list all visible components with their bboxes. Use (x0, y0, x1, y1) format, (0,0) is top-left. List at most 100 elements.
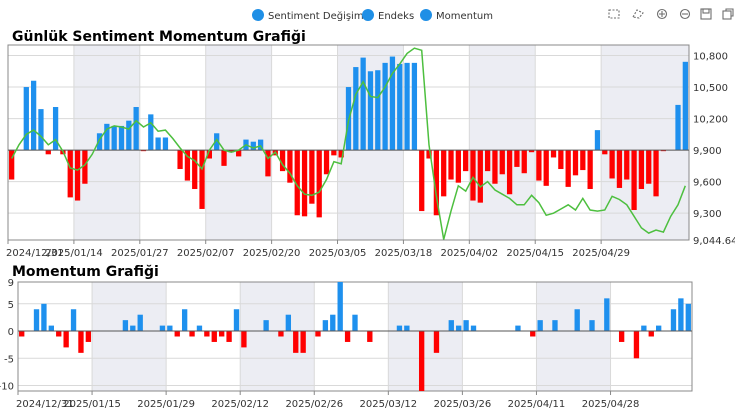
select-lasso-icon[interactable] (632, 9, 644, 19)
bar (648, 331, 654, 337)
bar (367, 331, 373, 342)
bar (82, 150, 88, 184)
bar (537, 320, 543, 332)
bar (316, 150, 322, 218)
legend: Sentiment Değişimi Endeks Momentum (252, 9, 493, 22)
bar (404, 325, 410, 332)
bar (159, 325, 166, 332)
y-tick-label: 9,900 (693, 146, 722, 157)
bar (148, 114, 154, 151)
x-tick-label: 2024/12/31 (6, 248, 64, 259)
y-tick-label: 9,044.64 (693, 236, 735, 247)
bar (140, 150, 147, 152)
bar (96, 133, 103, 151)
bar (492, 150, 498, 184)
bar (226, 331, 232, 342)
bar (63, 331, 69, 348)
legend-marker (362, 9, 374, 21)
save-icon[interactable] (700, 8, 712, 20)
bar (189, 331, 195, 337)
bar (118, 125, 125, 151)
bar (552, 320, 558, 332)
x-tick-label: 2025/02/20 (243, 248, 301, 259)
bar (602, 150, 608, 155)
bar (638, 150, 645, 189)
x-tick-label: 2025/01/15 (63, 399, 121, 409)
x-tick-label: 2025/01/29 (137, 399, 195, 409)
bar (104, 123, 110, 151)
bar (323, 150, 330, 175)
y-tick-label: 5 (8, 300, 14, 311)
reset-icon[interactable] (722, 8, 734, 20)
bar (616, 150, 623, 188)
y-tick-label: 9 (8, 278, 14, 289)
bar (204, 331, 210, 337)
bar (278, 331, 284, 337)
bar (367, 71, 374, 151)
bar (111, 125, 117, 151)
zoom-in-icon[interactable] (656, 8, 668, 20)
x-tick-label: 2025/02/07 (177, 248, 235, 259)
bar (184, 150, 191, 181)
x-tick-label: 2025/03/18 (375, 248, 433, 259)
zoom-out-icon[interactable] (679, 8, 691, 20)
background-band (388, 282, 463, 391)
bar (565, 150, 571, 187)
bar (301, 150, 308, 217)
x-tick-label: 2025/04/29 (572, 248, 630, 259)
bar (74, 150, 81, 201)
bar (38, 109, 44, 151)
bar (536, 150, 542, 181)
bar (594, 130, 601, 151)
bar (162, 137, 169, 151)
select-rect-icon[interactable] (608, 9, 620, 19)
bar (265, 150, 271, 177)
bar (19, 331, 25, 337)
bar (174, 331, 180, 337)
bar (219, 331, 225, 337)
bar (41, 303, 47, 332)
bar (418, 331, 425, 391)
bar (309, 150, 315, 204)
bar (506, 150, 513, 195)
bar (133, 107, 139, 151)
bar (433, 150, 440, 216)
bar (285, 314, 292, 332)
bar (397, 63, 403, 151)
x-tick-label: 2025/04/28 (582, 399, 640, 409)
bar (9, 150, 15, 180)
y-tick-label: 10,200 (693, 115, 728, 126)
bar (322, 320, 329, 332)
bar (631, 150, 637, 211)
bar (192, 150, 198, 189)
bar (33, 309, 40, 332)
bar (589, 320, 595, 332)
legend-marker (252, 9, 264, 21)
bar (463, 150, 469, 172)
bar (85, 331, 92, 342)
y-tick-label: 10,500 (693, 83, 728, 94)
bar (199, 150, 205, 209)
bar (609, 150, 615, 179)
bar (499, 150, 505, 175)
x-tick-label: 2025/01/27 (111, 248, 169, 259)
momentum-chart-title: Momentum Grafiği (12, 264, 159, 280)
x-tick-label: 2025/04/15 (506, 248, 564, 259)
bar (206, 150, 213, 159)
bar (675, 104, 681, 151)
bar (221, 150, 227, 166)
x-tick-label: 2025/03/12 (360, 399, 418, 409)
bar (455, 150, 461, 183)
bar (456, 325, 462, 332)
bar (646, 150, 652, 184)
y-tick-label: 9,600 (693, 178, 722, 189)
bar (587, 150, 593, 189)
legend-label: Momentum (436, 11, 493, 22)
main-chart-panel: 9,044.64 9,300 9,600 9,900 10,200 10,500 10,80… (6, 44, 735, 259)
bar (30, 80, 37, 151)
y-tick-label: -5 (4, 354, 14, 365)
bar (293, 331, 299, 353)
bar (279, 150, 286, 172)
y-tick-label: 9,300 (693, 209, 722, 220)
bar (572, 150, 579, 176)
